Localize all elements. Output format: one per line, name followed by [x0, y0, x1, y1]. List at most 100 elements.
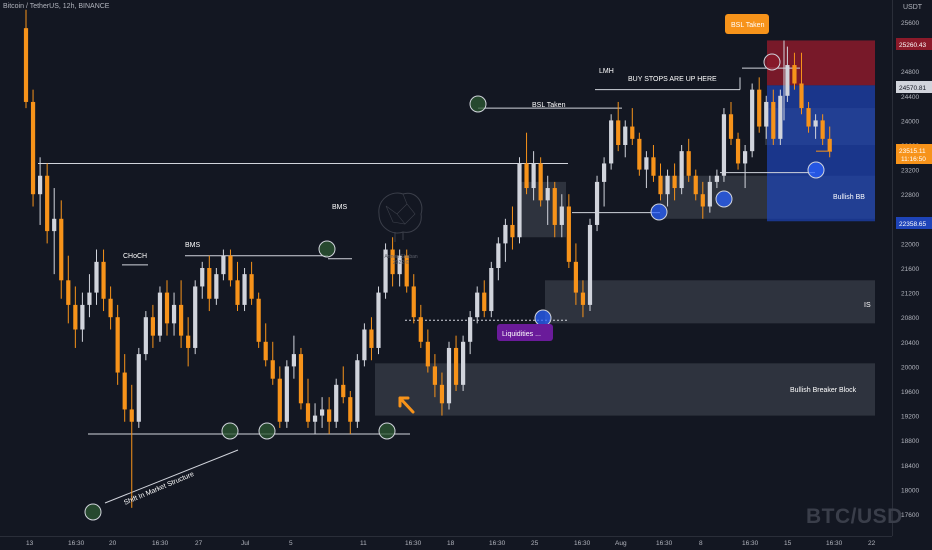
- y-tick-label: 23200: [901, 168, 919, 175]
- price-label: 23515.11: [899, 148, 926, 155]
- symbol-watermark: BTC/USD: [806, 505, 903, 528]
- green-circle-3: [378, 422, 396, 440]
- price-label: 24570.81: [899, 85, 926, 92]
- y-tick-label: 25600: [901, 20, 919, 27]
- candle-body: [101, 261, 106, 299]
- x-tick-label: 11: [360, 540, 367, 547]
- currency-label: USDT: [903, 4, 923, 11]
- blue-circle-1: [650, 203, 668, 221]
- candle-body: [186, 335, 191, 348]
- candle-body: [390, 249, 395, 275]
- x-tick-label: 8: [699, 540, 703, 547]
- candle-body: [778, 95, 783, 139]
- x-tick-label: 16:30: [574, 540, 591, 547]
- candle-body: [284, 366, 289, 422]
- candle-body: [432, 366, 437, 385]
- candle-body: [80, 304, 85, 330]
- shift-label: Shift In Market Structure: [123, 471, 195, 507]
- candle-body: [305, 403, 311, 422]
- x-tick-label: 16:30: [826, 540, 843, 547]
- candle-body: [482, 292, 487, 312]
- candle-body: [383, 249, 388, 293]
- shift-arrow-line: [104, 449, 239, 504]
- x-tick-label: Jul: [241, 540, 250, 547]
- x-tick-label: 16:30: [68, 540, 85, 547]
- y-tick-label: 21200: [901, 291, 919, 298]
- y-tick-label: 17600: [901, 512, 919, 519]
- y-tick-label: 22800: [901, 192, 919, 199]
- candle-body: [714, 175, 719, 182]
- candle-body: [686, 151, 691, 176]
- candle-body: [461, 341, 466, 385]
- candle-body: [23, 28, 29, 102]
- candle-body: [369, 329, 374, 348]
- breaker-block-zone: [375, 363, 875, 416]
- price-label-box: [896, 217, 932, 229]
- candle-body: [573, 261, 578, 293]
- candle-body: [721, 114, 727, 176]
- price-label-time: 11:16:50: [901, 156, 926, 163]
- candle-body: [52, 218, 57, 232]
- x-tick-label: 22: [868, 540, 876, 547]
- buy-stops-label: BUY STOPS ARE UP HERE: [628, 76, 717, 83]
- candle-body: [757, 89, 762, 127]
- y-tick-label: 18000: [901, 487, 919, 494]
- candle-body: [298, 354, 304, 404]
- candle-body: [503, 224, 508, 244]
- candle-body: [179, 304, 184, 336]
- candle-body: [327, 409, 332, 422]
- candle-body: [136, 354, 141, 422]
- candle-body: [489, 268, 494, 312]
- candle-body: [468, 317, 473, 342]
- liquidities-badge: [497, 324, 553, 341]
- candle-body: [164, 292, 170, 324]
- candle-body: [609, 120, 614, 164]
- candle-body: [750, 89, 755, 152]
- logo-year: 2022 ©: [392, 260, 410, 266]
- bsl-taken-badge-label: BSL Taken: [731, 22, 765, 29]
- candle-body: [312, 415, 318, 422]
- candle-body: [439, 384, 445, 404]
- candle-body: [602, 163, 607, 182]
- lmh-label: LMH: [599, 68, 614, 75]
- bsl-taken-badge: [725, 14, 769, 34]
- x-tick-label: 27: [195, 540, 203, 547]
- candle-body: [122, 372, 127, 410]
- green-circle-bsl: [469, 95, 487, 113]
- candle-body: [341, 384, 346, 398]
- red-circle-high: [763, 53, 781, 71]
- orange-arrow-icon: [398, 396, 415, 414]
- candle-body: [157, 292, 163, 336]
- candle-body: [320, 409, 325, 416]
- y-tick-label: 18800: [901, 438, 919, 445]
- candle-body: [30, 101, 36, 195]
- choch-label: CHoCH: [123, 253, 147, 260]
- candle-body: [221, 255, 226, 275]
- candle-body: [637, 138, 642, 170]
- bsl-taken-label: BSL Taken: [532, 102, 566, 109]
- x-tick-label: 18: [447, 540, 455, 547]
- candle-body: [87, 292, 92, 305]
- candle-body: [580, 292, 586, 305]
- blue-circle-current: [807, 161, 825, 179]
- candle-body: [531, 163, 536, 189]
- x-tick-label: 16:30: [742, 540, 759, 547]
- x-tick-label: 5: [289, 540, 293, 547]
- bullish-bb-label: Bullish BB: [833, 194, 865, 201]
- y-tick-label: 18400: [901, 463, 919, 470]
- candle-body: [207, 268, 212, 299]
- candle-body: [214, 274, 219, 299]
- candle-body: [404, 255, 409, 287]
- candle-body: [348, 397, 353, 422]
- candle-body: [143, 317, 148, 355]
- time-axis-divider: [0, 536, 892, 537]
- x-tick-label: 16:30: [152, 540, 169, 547]
- symbol-header: Bitcoin / TetherUS, 12h, BINANCE: [3, 3, 110, 10]
- y-tick-label: 19600: [901, 389, 919, 396]
- candle-body: [559, 206, 564, 225]
- candle-body: [665, 175, 670, 195]
- x-tick-label: 15: [784, 540, 792, 547]
- candle-body: [453, 347, 459, 385]
